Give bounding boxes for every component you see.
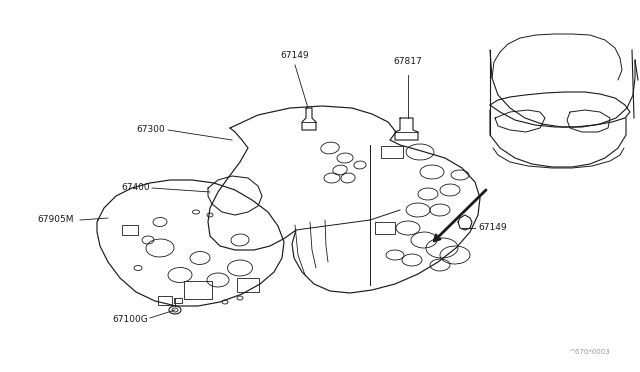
- Bar: [375, 222, 395, 234]
- Text: 67149: 67149: [281, 51, 309, 60]
- Text: ^670*0003: ^670*0003: [569, 349, 610, 355]
- Text: 67300: 67300: [136, 125, 165, 135]
- Text: 67905M: 67905M: [38, 215, 74, 224]
- Text: 67400: 67400: [122, 183, 150, 192]
- Bar: [158, 295, 172, 305]
- Bar: [184, 281, 212, 299]
- Text: 67100G: 67100G: [112, 315, 148, 324]
- Bar: [237, 278, 259, 292]
- Bar: [174, 298, 182, 302]
- Text: 67817: 67817: [394, 58, 422, 67]
- Bar: [381, 146, 403, 158]
- Bar: [122, 225, 138, 235]
- Text: 67149: 67149: [478, 224, 507, 232]
